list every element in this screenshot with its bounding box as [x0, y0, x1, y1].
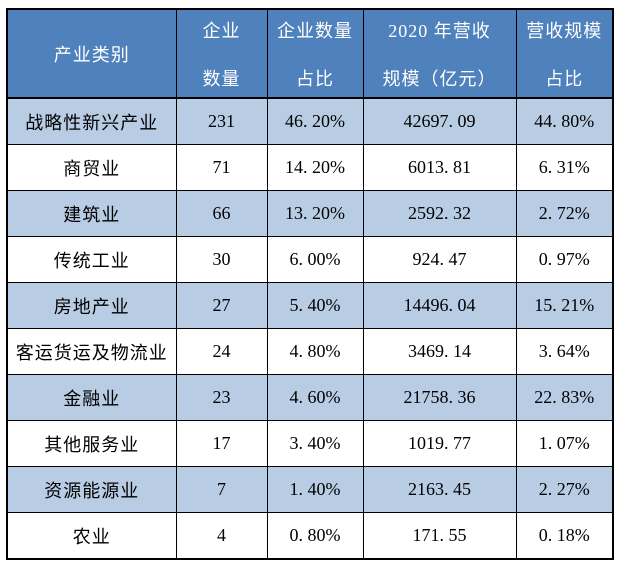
enterprise-pct-cell: 4. 80%: [266, 328, 364, 375]
enterprise-count-cell: 231: [175, 97, 268, 145]
header-label: 企业: [202, 20, 241, 41]
enterprise-count-cell: 24: [175, 328, 268, 375]
table-row: 客运货运及物流业 24 4. 80% 3469. 14 3. 64%: [6, 328, 614, 375]
revenue-pct-cell: 1. 07%: [515, 420, 614, 467]
table-row: 资源能源业 7 1. 40% 2163. 45 2. 27%: [6, 466, 614, 513]
enterprise-pct-cell: 4. 60%: [266, 374, 364, 421]
revenue-cell: 1019. 77: [362, 420, 517, 467]
header-cell-enterprise-pct: 企业数量 占比: [266, 8, 364, 99]
header-row: 产业类别 企业 数量 企业数量 占比 2020 年营收 规模（亿元）: [6, 8, 614, 99]
category-cell: 战略性新兴产业: [6, 97, 177, 145]
table-row: 其他服务业 17 3. 40% 1019. 77 1. 07%: [6, 420, 614, 467]
revenue-cell: 924. 47: [362, 236, 517, 283]
table-row: 传统工业 30 6. 00% 924. 47 0. 97%: [6, 236, 614, 283]
header-cell-revenue: 2020 年营收 规模（亿元）: [362, 8, 517, 99]
enterprise-pct-cell: 13. 20%: [266, 190, 364, 237]
enterprise-pct-cell: 6. 00%: [266, 236, 364, 283]
table-row: 战略性新兴产业 231 46. 20% 42697. 09 44. 80%: [6, 97, 614, 145]
enterprise-count-cell: 7: [175, 466, 268, 513]
enterprise-count-cell: 30: [175, 236, 268, 283]
header-label: 营收规模: [526, 20, 603, 41]
revenue-pct-cell: 3. 64%: [515, 328, 614, 375]
category-cell: 农业: [6, 512, 177, 560]
revenue-cell: 14496. 04: [362, 282, 517, 329]
header-label: 占比: [296, 68, 334, 89]
table-row: 金融业 23 4. 60% 21758. 36 22. 83%: [6, 374, 614, 421]
revenue-pct-cell: 0. 97%: [515, 236, 614, 283]
enterprise-pct-cell: 3. 40%: [266, 420, 364, 467]
revenue-cell: 2163. 45: [362, 466, 517, 513]
header-cell-category: 产业类别: [6, 8, 177, 99]
category-cell: 其他服务业: [6, 420, 177, 467]
table-row: 房地产业 27 5. 40% 14496. 04 15. 21%: [6, 282, 614, 329]
header-label: 2020 年营收: [388, 20, 491, 41]
category-cell: 建筑业: [6, 190, 177, 237]
revenue-pct-cell: 22. 83%: [515, 374, 614, 421]
revenue-pct-cell: 6. 31%: [515, 144, 614, 191]
revenue-pct-cell: 0. 18%: [515, 512, 614, 560]
enterprise-pct-cell: 1. 40%: [266, 466, 364, 513]
enterprise-pct-cell: 46. 20%: [266, 97, 364, 145]
category-cell: 金融业: [6, 374, 177, 421]
enterprise-count-cell: 27: [175, 282, 268, 329]
revenue-pct-cell: 15. 21%: [515, 282, 614, 329]
revenue-cell: 2592. 32: [362, 190, 517, 237]
header-label: 企业数量: [277, 20, 353, 41]
revenue-cell: 42697. 09: [362, 97, 517, 145]
enterprise-pct-cell: 0. 80%: [266, 512, 364, 560]
industry-table: 产业类别 企业 数量 企业数量 占比 2020 年营收 规模（亿元）: [6, 8, 614, 560]
category-cell: 传统工业: [6, 236, 177, 283]
table-row: 商贸业 71 14. 20% 6013. 81 6. 31%: [6, 144, 614, 191]
header-label: 数量: [202, 68, 241, 89]
header-label: 占比: [545, 68, 584, 89]
enterprise-count-cell: 71: [175, 144, 268, 191]
table-row: 农业 4 0. 80% 171. 55 0. 18%: [6, 512, 614, 560]
enterprise-count-cell: 23: [175, 374, 268, 421]
category-cell: 客运货运及物流业: [6, 328, 177, 375]
header-label: 产业类别: [53, 44, 130, 65]
enterprise-count-cell: 17: [175, 420, 268, 467]
revenue-cell: 171. 55: [362, 512, 517, 560]
header-cell-enterprise-count: 企业 数量: [175, 8, 268, 99]
enterprise-pct-cell: 14. 20%: [266, 144, 364, 191]
revenue-pct-cell: 2. 27%: [515, 466, 614, 513]
table-row: 建筑业 66 13. 20% 2592. 32 2. 72%: [6, 190, 614, 237]
enterprise-count-cell: 4: [175, 512, 268, 560]
revenue-cell: 21758. 36: [362, 374, 517, 421]
header-label: 规模（亿元）: [382, 68, 497, 89]
revenue-pct-cell: 44. 80%: [515, 97, 614, 145]
revenue-cell: 3469. 14: [362, 328, 517, 375]
category-cell: 房地产业: [6, 282, 177, 329]
revenue-pct-cell: 2. 72%: [515, 190, 614, 237]
category-cell: 资源能源业: [6, 466, 177, 513]
category-cell: 商贸业: [6, 144, 177, 191]
header-cell-revenue-pct: 营收规模 占比: [515, 8, 614, 99]
enterprise-pct-cell: 5. 40%: [266, 282, 364, 329]
enterprise-count-cell: 66: [175, 190, 268, 237]
revenue-cell: 6013. 81: [362, 144, 517, 191]
